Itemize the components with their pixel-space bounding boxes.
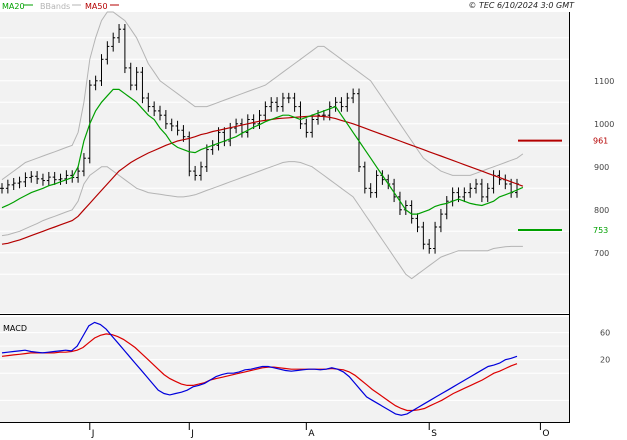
legend-ma20-label: MA20 [2, 2, 25, 11]
macd-y-tick-label: 20 [600, 356, 610, 365]
bbands-lines [1, 11, 524, 280]
legend-ma50-label: MA50 [85, 2, 108, 11]
ma50-line [1, 115, 524, 245]
macd-title: MACD [3, 324, 27, 333]
x-axis-tick-label: J [190, 429, 194, 439]
macd-panel-bg [0, 317, 570, 422]
bbands-lower-line [1, 161, 523, 280]
bbands-upper-line [1, 11, 524, 181]
price-y-tick-label: 1000 [594, 120, 614, 129]
price-y-tick-label: 800 [594, 206, 609, 215]
ma-lines [1, 88, 524, 245]
legend-bbands-label: BBands [40, 2, 70, 11]
macd-signal-line [1, 333, 518, 412]
price-y-tick-label: 700 [594, 249, 609, 258]
x-axis-tick-label: O [542, 429, 549, 439]
macd-y-tick-label: 60 [600, 329, 610, 338]
x-axis-tick-label: A [308, 429, 315, 439]
price-y-tick-label: 900 [594, 163, 609, 172]
x-axis-tick-label: J [91, 429, 95, 439]
legend: MA20 BBands MA50 [2, 2, 119, 11]
ma20-line [1, 88, 524, 215]
macd-grid [0, 332, 570, 401]
price-grid [0, 37, 570, 275]
price-marker-label: 961 [593, 137, 608, 146]
macd-lines [1, 321, 518, 416]
macd-line [1, 321, 518, 416]
price-y-labels: 700 800 900 1000 1100 [594, 77, 614, 258]
copyright-label: © TEC 6/10/2024 3:0 GMT [468, 1, 575, 10]
price-y-tick-label: 1100 [594, 77, 614, 86]
x-axis-tick-label: S [431, 429, 437, 439]
price-markers: 961 753 [518, 137, 608, 235]
price-marker-label: 753 [593, 226, 608, 235]
